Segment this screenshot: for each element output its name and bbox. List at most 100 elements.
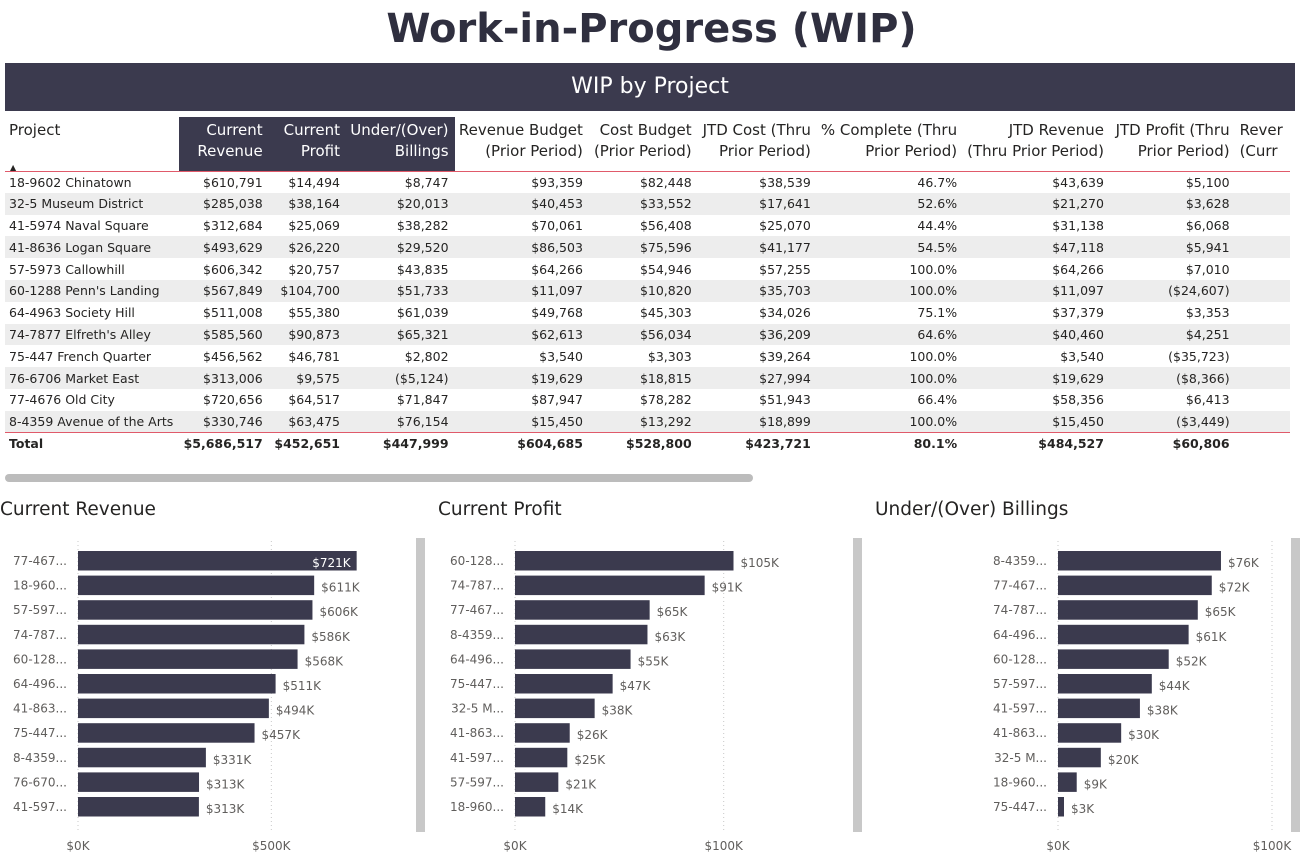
bar[interactable] — [78, 772, 200, 792]
bar[interactable] — [1058, 772, 1077, 792]
bar[interactable] — [78, 723, 255, 743]
value-cell: $56,408 — [639, 217, 692, 233]
bar[interactable] — [1058, 575, 1212, 596]
category-label: 64-496... — [993, 628, 1047, 642]
col-header-cost-budget[interactable]: Cost Budget (Prior Period) — [593, 121, 692, 160]
bar[interactable] — [515, 747, 568, 768]
col-header-percent-complete[interactable]: % Complete (Thru Prior Period) — [820, 121, 958, 160]
col-header-under-over-billings[interactable]: Under/(Over) Billings — [346, 117, 455, 171]
table-row[interactable]: 76-6706 Market East $313,006 $9,575 ($5,124… — [5, 367, 1290, 389]
table-row[interactable]: 41-5974 Naval Square $312,684 $25,069 $38,2… — [5, 215, 1290, 237]
bar[interactable] — [515, 772, 559, 792]
bar[interactable] — [1058, 747, 1101, 768]
value-cell: $3,628 — [1109, 192, 1236, 215]
value-cell: $34,026 — [759, 305, 811, 321]
col-header-current-profit[interactable]: Current Profit — [268, 117, 347, 171]
value-cell: $312,684 — [203, 217, 263, 233]
table-row[interactable]: 32-5 Museum District $285,038 $38,164 $20,0… — [5, 192, 1290, 215]
bar[interactable] — [78, 649, 298, 669]
value-cell — [1236, 302, 1290, 324]
table-row[interactable]: 75-447 French Quarter $456,562 $46,781 $2,8… — [5, 345, 1290, 367]
table-row[interactable]: 8-4359 Avenue of the Arts $330,746 $63,475… — [5, 410, 1290, 433]
col-header-jtd-profit[interactable]: JTD Profit (Thru Prior Period) — [1115, 121, 1230, 160]
chart-title: Under/(Over) Billings — [875, 499, 1069, 520]
value-cell: $19,629 — [454, 367, 589, 389]
bar[interactable] — [78, 600, 313, 620]
chart-scrollbar[interactable] — [1291, 538, 1300, 832]
value-cell: $5,941 — [1109, 236, 1236, 259]
bar[interactable] — [1058, 600, 1198, 620]
table-row[interactable]: 77-4676 Old City $720,656 $64,517 $71,847 $8… — [5, 389, 1290, 411]
bar[interactable] — [78, 674, 276, 694]
bar[interactable] — [78, 624, 305, 645]
table-horizontal-scrollbar[interactable] — [5, 474, 753, 482]
sort-ascending-icon[interactable]: ▲ — [10, 163, 17, 172]
table-row[interactable]: 18-9602 Chinatown $610,791 $14,494 $8,747 $9… — [5, 171, 1290, 193]
current-profit-chart[interactable]: Current Profit $0K $100K 60-128... $105K 74-… — [438, 496, 870, 864]
col-header-revenue-budget[interactable]: Revenue Budget (Prior Period) — [458, 121, 583, 160]
chart-scrollbar[interactable] — [853, 538, 862, 832]
bar[interactable] — [78, 698, 269, 719]
bar[interactable] — [515, 624, 648, 645]
category-label: 57-597... — [13, 603, 67, 617]
table-row[interactable]: 41-8636 Logan Square $493,629 $26,220 $29,5… — [5, 236, 1290, 259]
bar[interactable] — [1058, 624, 1189, 645]
total-cell: $484,527 — [1038, 436, 1104, 452]
value-cell — [1236, 215, 1290, 237]
value-cell: $33,552 — [588, 192, 698, 215]
bar[interactable] — [515, 797, 546, 817]
table-row[interactable]: 57-5973 Callowhill $606,342 $20,757 $43,835… — [5, 258, 1290, 280]
value-cell — [1236, 258, 1290, 280]
bar[interactable] — [78, 575, 315, 596]
bar[interactable] — [78, 551, 357, 571]
bar[interactable] — [1058, 723, 1122, 743]
col-header-jtd-revenue[interactable]: JTD Revenue (Thru Prior Period) — [967, 121, 1104, 160]
data-label: $26K — [577, 728, 609, 742]
value-cell: $2,802 — [404, 348, 449, 364]
col-header-current-revenue[interactable]: Current Revenue — [179, 117, 269, 171]
bar[interactable] — [515, 698, 595, 719]
bar[interactable] — [1058, 797, 1064, 817]
bar[interactable] — [515, 575, 705, 596]
bar[interactable] — [1058, 698, 1140, 719]
bar[interactable] — [515, 600, 650, 620]
value-cell: 100.0% — [909, 261, 958, 277]
category-label: 74-787... — [13, 628, 67, 642]
col-header-revenue-current[interactable]: Rever (Curr — [1239, 121, 1283, 160]
col-header-project[interactable]: Project ▲ — [5, 117, 179, 172]
bar[interactable] — [1058, 649, 1169, 669]
bar[interactable] — [515, 649, 631, 669]
under-over-billings-chart[interactable]: Under/(Over) Billings $0K $100K 8-4359... $… — [875, 496, 1303, 864]
category-label: 41-863... — [993, 726, 1047, 740]
chart-title: Current Revenue — [0, 499, 156, 520]
bar[interactable] — [1058, 674, 1152, 694]
value-cell: $75,596 — [588, 236, 698, 259]
value-cell: $58,356 — [1052, 392, 1104, 408]
bar[interactable] — [78, 747, 206, 768]
col-header-jtd-cost[interactable]: JTD Cost (Thru Prior Period) — [702, 121, 811, 160]
data-label: $55K — [638, 654, 670, 668]
value-cell: $63,475 — [268, 410, 347, 433]
wip-table-container[interactable]: Project ▲ Current Revenue Current Profit Un… — [5, 117, 1290, 457]
chart-scrollbar[interactable] — [416, 538, 425, 832]
category-label: 64-496... — [450, 652, 504, 666]
bar[interactable] — [515, 674, 613, 694]
project-cell: 57-5973 Callowhill — [9, 261, 125, 277]
bar[interactable] — [515, 551, 734, 571]
value-cell: $45,303 — [639, 305, 692, 321]
table-row[interactable]: 64-4963 Society Hill $511,008 $55,380 $61,0… — [5, 302, 1290, 324]
project-cell: 41-8636 Logan Square — [5, 236, 180, 259]
table-row[interactable]: 74-7877 Elfreth's Alley $585,560 $90,873 $6… — [5, 323, 1290, 346]
value-cell: $493,629 — [179, 236, 269, 259]
category-label: 41-597... — [450, 751, 504, 765]
bar[interactable] — [1058, 551, 1221, 571]
value-cell: $104,700 — [268, 279, 347, 302]
value-cell: $43,639 — [1052, 174, 1104, 190]
current-revenue-chart[interactable]: Current Revenue $0K $500K 77-467... $721K 18… — [0, 496, 432, 864]
bar[interactable] — [515, 723, 570, 743]
bar[interactable] — [78, 797, 199, 817]
value-cell: $78,282 — [639, 392, 692, 408]
value-cell: $330,746 — [179, 410, 269, 433]
value-cell: $10,820 — [588, 279, 698, 302]
table-row[interactable]: 60-1288 Penn's Landing $567,849 $104,700 $5… — [5, 279, 1290, 302]
